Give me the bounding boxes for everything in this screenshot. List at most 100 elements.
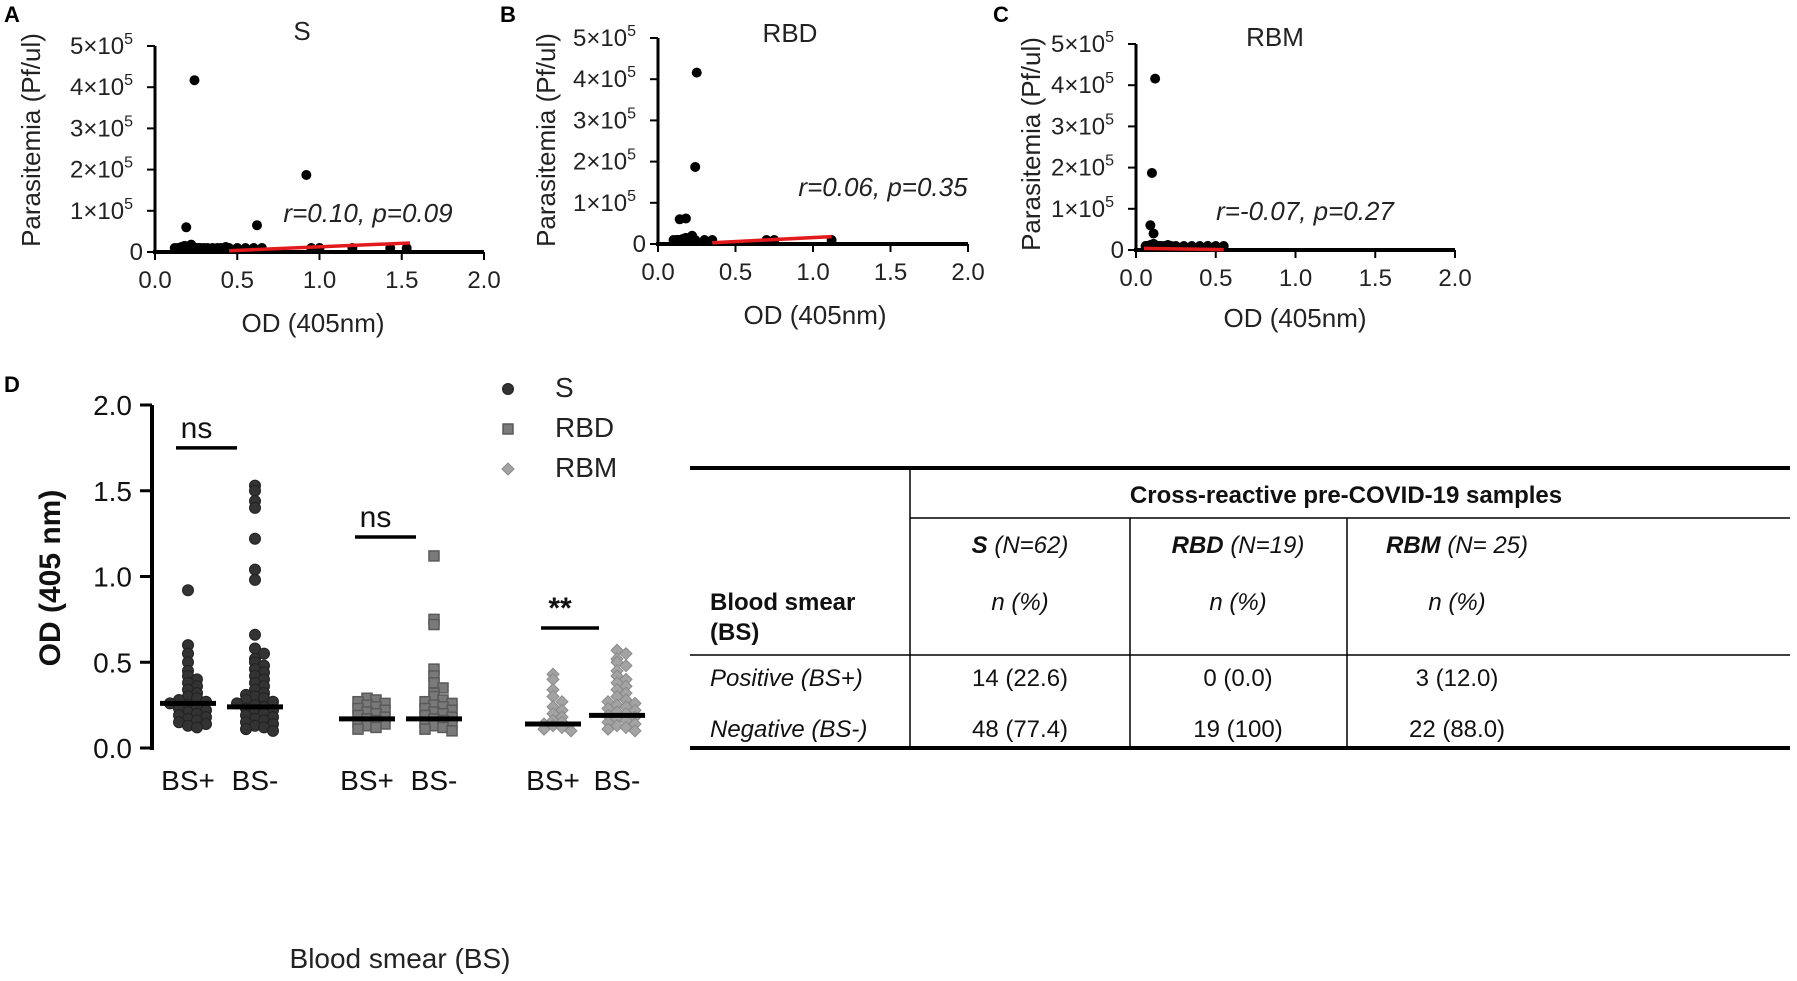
- legend-label: RBM: [555, 452, 617, 483]
- y-tick-label: 1×105: [70, 196, 133, 225]
- x-category-label: BS-: [411, 765, 458, 796]
- table-unit-label: n (%): [991, 589, 1048, 616]
- chart-title: S: [293, 16, 310, 46]
- correlation-annotation: r=-0.07, p=0.27: [1216, 196, 1395, 226]
- x-tick-label: 0.5: [221, 267, 254, 294]
- y-tick-label: 4×105: [70, 72, 133, 101]
- data-point: [690, 161, 701, 172]
- chart-title: RBM: [1246, 22, 1304, 52]
- table-cell: 19 (100): [1193, 716, 1282, 743]
- x-tick-label: 0.5: [1199, 265, 1232, 292]
- data-point: [419, 723, 431, 735]
- chart-title: RBD: [763, 18, 818, 48]
- data-point: [401, 243, 412, 253]
- y-axis-title: Parasitemia (Pf/ul): [531, 33, 561, 247]
- x-tick-label: 1.5: [385, 267, 418, 294]
- x-tick-label: 1.0: [303, 267, 336, 294]
- x-tick-label: 0.5: [719, 259, 752, 286]
- y-tick-label: 0: [1111, 237, 1124, 264]
- legend-marker: [501, 462, 515, 476]
- x-category-label: BS+: [340, 765, 394, 796]
- x-tick-label: 1.0: [796, 259, 829, 286]
- y-tick-label: 2.0: [93, 390, 132, 421]
- table-cell: 14 (22.6): [972, 665, 1068, 692]
- table-cell: 3 (12.0): [1416, 665, 1499, 692]
- legend-marker: [502, 423, 514, 435]
- table-cell: 0 (0.0): [1203, 665, 1272, 692]
- table-unit-label: n (%): [1428, 589, 1485, 616]
- panel-b-scatter: B RBD 0 1×105 2×105 3×105 4×105 5×105 0.0 0.5 1.0 1…: [500, 2, 985, 330]
- table-row-label: Positive (BS+): [710, 665, 863, 692]
- data-point: [446, 725, 458, 737]
- significance-label: ns: [360, 501, 392, 534]
- data-point: [258, 647, 270, 660]
- table-cell: 22 (88.0): [1409, 716, 1505, 743]
- x-category-label: BS+: [161, 765, 215, 796]
- data-point: [189, 75, 200, 86]
- y-tick-label: 2×105: [1051, 153, 1114, 182]
- y-tick-label: 4×105: [573, 64, 636, 93]
- x-tick-label: 2.0: [951, 259, 984, 286]
- data-point: [249, 573, 261, 586]
- y-tick-label: 0.0: [93, 733, 132, 764]
- data-point: [1150, 73, 1161, 84]
- y-tick-label: 3×105: [573, 105, 636, 134]
- data-point: [301, 169, 312, 180]
- y-tick-label: 5×105: [573, 23, 636, 52]
- panel-d-dotplot: D 0.0 0.5 1.0 1.5 2.0 OD (405 nm) BS+ BS- BS+ BS- B…: [4, 372, 645, 974]
- significance-label: ns: [181, 412, 213, 445]
- correlation-annotation: r=0.06, p=0.35: [798, 172, 968, 202]
- data-point: [249, 563, 261, 576]
- y-tick-label: 5×105: [70, 31, 133, 60]
- data-point: [182, 584, 194, 597]
- y-tick-label: 4×105: [1051, 70, 1114, 99]
- table-cell: 48 (77.4): [972, 716, 1068, 743]
- table-column-header: S (N=62): [972, 532, 1069, 559]
- x-tick-label: 1.5: [874, 259, 907, 286]
- y-tick-label: 1×105: [573, 188, 636, 217]
- x-category-label: BS-: [594, 765, 641, 796]
- x-tick-label: 2.0: [1438, 265, 1471, 292]
- data-point: [191, 721, 203, 734]
- y-tick-label: 5×105: [1051, 29, 1114, 58]
- y-tick-label: 0.5: [93, 647, 132, 678]
- y-tick-label: 2×105: [70, 155, 133, 184]
- regression-line: [228, 241, 411, 253]
- y-tick-label: 1.0: [93, 562, 132, 593]
- panel-a-scatter: A S 0 1×105 2×105 3×105 4×105 5×105 0.0 0.5 1.0 1.5…: [4, 2, 501, 338]
- y-tick-label: 0: [633, 231, 646, 258]
- data-point: [691, 67, 702, 78]
- data-point: [1148, 228, 1159, 239]
- y-axis-title: Parasitemia (Pf/ul): [1016, 37, 1046, 251]
- data-point: [181, 222, 192, 233]
- data-point: [428, 618, 440, 631]
- x-axis-title: OD (405nm): [743, 300, 886, 330]
- x-tick-label: 1.0: [1279, 265, 1312, 292]
- x-tick-label: 0.0: [641, 259, 674, 286]
- data-point: [564, 724, 578, 738]
- table-row-label: Negative (BS-): [710, 716, 867, 743]
- data-point: [1146, 167, 1157, 178]
- y-tick-label: 1.5: [93, 476, 132, 507]
- y-tick-label: 0: [130, 239, 143, 266]
- data-point: [352, 723, 364, 735]
- data-point: [628, 724, 642, 738]
- panel-letter: A: [4, 2, 20, 27]
- data-point: [699, 235, 710, 245]
- x-tick-label: 2.0: [467, 267, 500, 294]
- regression-line: [712, 234, 832, 245]
- data-point: [601, 722, 615, 736]
- data-point: [370, 721, 382, 734]
- data-point: [249, 532, 261, 545]
- data-point: [249, 484, 261, 497]
- x-tick-label: 1.5: [1359, 265, 1392, 292]
- x-category-label: BS-: [232, 765, 279, 796]
- data-point: [249, 628, 261, 641]
- y-tick-label: 2×105: [573, 147, 636, 176]
- table-row-header: Blood smear: [710, 589, 855, 616]
- y-tick-label: 3×105: [1051, 111, 1114, 140]
- y-axis-title: Parasitemia (Pf/ul): [16, 33, 46, 247]
- x-axis-title: OD (405nm): [241, 308, 384, 338]
- y-axis-title: OD (405 nm): [34, 490, 67, 667]
- regression-line: [1143, 246, 1224, 252]
